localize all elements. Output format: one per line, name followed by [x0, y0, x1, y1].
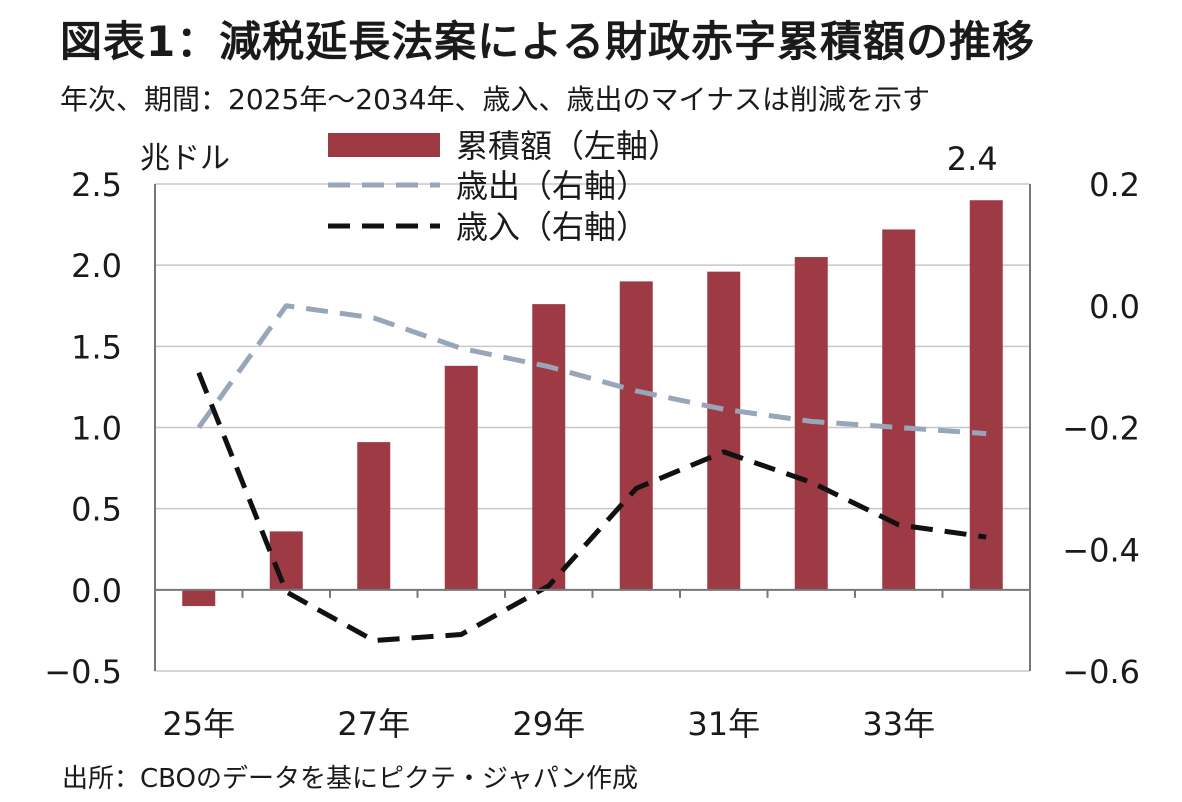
right-tick-label: 0.2	[1089, 166, 1140, 204]
source-note: 出所：CBOのデータを基にピクテ・ジャパン作成	[62, 764, 638, 794]
chart-title: 図表1：減税延長法案による財政赤字累積額の推移	[60, 17, 1035, 66]
revenue-line	[196, 371, 987, 644]
legend-label: 歳出（右軸）	[456, 167, 648, 205]
line-series	[196, 303, 987, 644]
bar-series	[182, 200, 1003, 607]
legend: 累積額（左軸）歳出（右軸）歳入（右軸）	[328, 127, 680, 246]
bar-2029	[532, 304, 566, 590]
right-tick-label: −0.6	[1062, 653, 1140, 691]
legend-swatch-bar	[328, 133, 440, 157]
x-tick-label: 31年	[687, 705, 760, 743]
legend-label: 累積額（左軸）	[456, 127, 680, 165]
bar-2034	[969, 200, 1003, 590]
bar-2027	[357, 442, 391, 590]
bar-2033	[882, 229, 916, 590]
legend-label: 歳入（右軸）	[456, 208, 648, 246]
bar-2026	[269, 531, 303, 590]
right-tick-label: −0.4	[1062, 531, 1140, 569]
left-tick-label: −0.5	[44, 653, 122, 691]
bar-value-label: 2.4	[947, 140, 998, 178]
left-tick-label: 1.5	[71, 328, 122, 366]
right-tick-label: 0.0	[1089, 288, 1140, 326]
left-tick-label: 0.5	[71, 491, 122, 529]
left-tick-label: 2.5	[71, 166, 122, 204]
x-tick-label: 33年	[862, 705, 935, 743]
right-tick-label: −0.2	[1062, 410, 1140, 448]
bar-2028	[444, 365, 478, 590]
x-tick-label: 29年	[512, 705, 585, 743]
bar-2030	[619, 281, 653, 590]
x-tick-label: 25年	[162, 705, 235, 743]
bar-2025	[182, 589, 216, 607]
left-axis-unit: 兆ドル	[140, 141, 230, 176]
left-tick-label: 1.0	[71, 410, 122, 448]
expenditure-line	[196, 303, 987, 437]
left-tick-label: 2.0	[71, 247, 122, 285]
chart-subtitle: 年次、期間：2025年～2034年、歳入、歳出のマイナスは削減を示す	[60, 83, 930, 116]
tick-labels: 2.5 2.0 1.5 1.0 0.5 0.0 −0.5 0.2 0.0 −0.2 −0.4 −0.6…	[44, 140, 1140, 743]
x-tick-label: 27年	[337, 705, 410, 743]
left-tick-label: 0.0	[71, 572, 122, 610]
axes	[154, 184, 1031, 671]
bar-2031	[707, 271, 741, 590]
